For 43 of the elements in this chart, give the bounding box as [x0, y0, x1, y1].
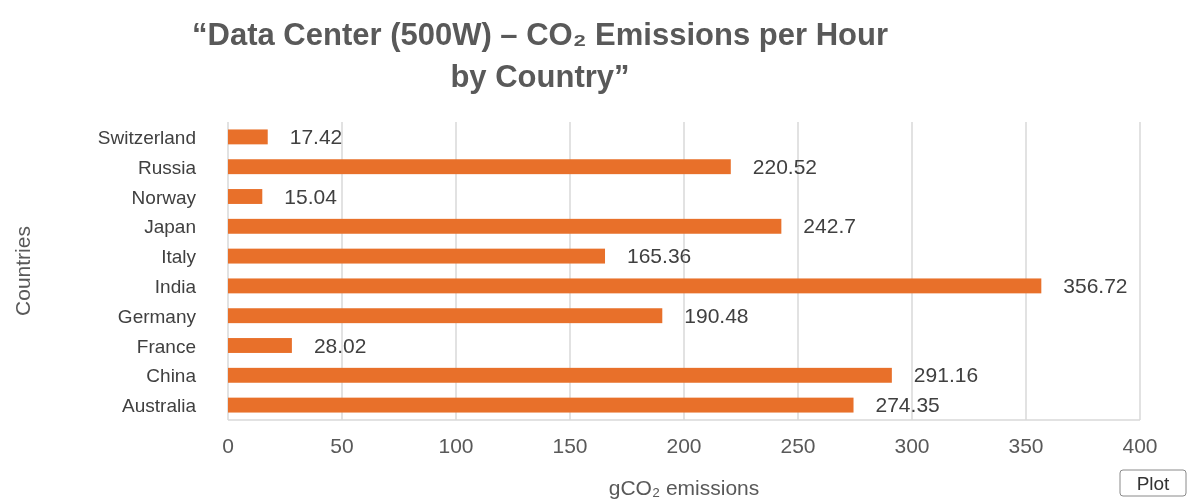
bar: [228, 308, 663, 324]
bar: [228, 338, 292, 353]
bar: [228, 129, 268, 145]
x-tick-label: 250: [780, 434, 816, 457]
y-axis-title: Countries: [11, 226, 34, 316]
y-tick-label: Japan: [144, 216, 196, 238]
x-tick-label: 200: [666, 434, 702, 457]
x-tick-label: 0: [222, 434, 234, 457]
x-tick-label: 50: [330, 434, 354, 457]
y-tick-label: Switzerland: [97, 126, 196, 148]
data-label: 291.16: [913, 363, 979, 387]
data-label: 28.02: [313, 333, 367, 357]
bar: [228, 367, 892, 383]
y-tick-label: Italy: [161, 246, 197, 268]
x-tick-label: 150: [552, 434, 588, 457]
bar: [228, 397, 854, 413]
y-tick-label: France: [136, 335, 196, 357]
bar: [228, 189, 263, 204]
bar: [228, 248, 606, 264]
y-tick-label: Australia: [122, 395, 197, 417]
x-tick-label: 350: [1008, 434, 1044, 457]
x-tick-label: 300: [894, 434, 930, 457]
data-label: 356.72: [1063, 273, 1128, 297]
y-tick-label: India: [154, 275, 197, 297]
x-tick-label: 100: [438, 434, 474, 457]
data-label: 165.36: [627, 244, 692, 268]
x-tick-label: 400: [1122, 434, 1158, 457]
bar: [228, 278, 1042, 294]
y-tick-label: Russia: [137, 156, 197, 178]
data-label: 274.35: [875, 393, 940, 417]
x-axis-title: gCO₂ emissions: [608, 476, 760, 499]
y-tick-label: Norway: [131, 186, 197, 208]
chart-title: “Data Center (500W) – CO₂ Emissions per Hour by Country”: [192, 17, 888, 94]
data-label: 17.42: [289, 124, 343, 148]
data-label: 190.48: [684, 303, 749, 327]
data-label: 220.52: [752, 154, 818, 178]
data-label: 242.7: [803, 214, 856, 238]
data-label: 15.04: [284, 184, 338, 208]
text: Plot: [1136, 473, 1171, 494]
bar: [228, 159, 731, 175]
y-tick-label: Germany: [117, 305, 197, 327]
bar: [228, 218, 782, 234]
y-tick-label: China: [146, 365, 197, 387]
